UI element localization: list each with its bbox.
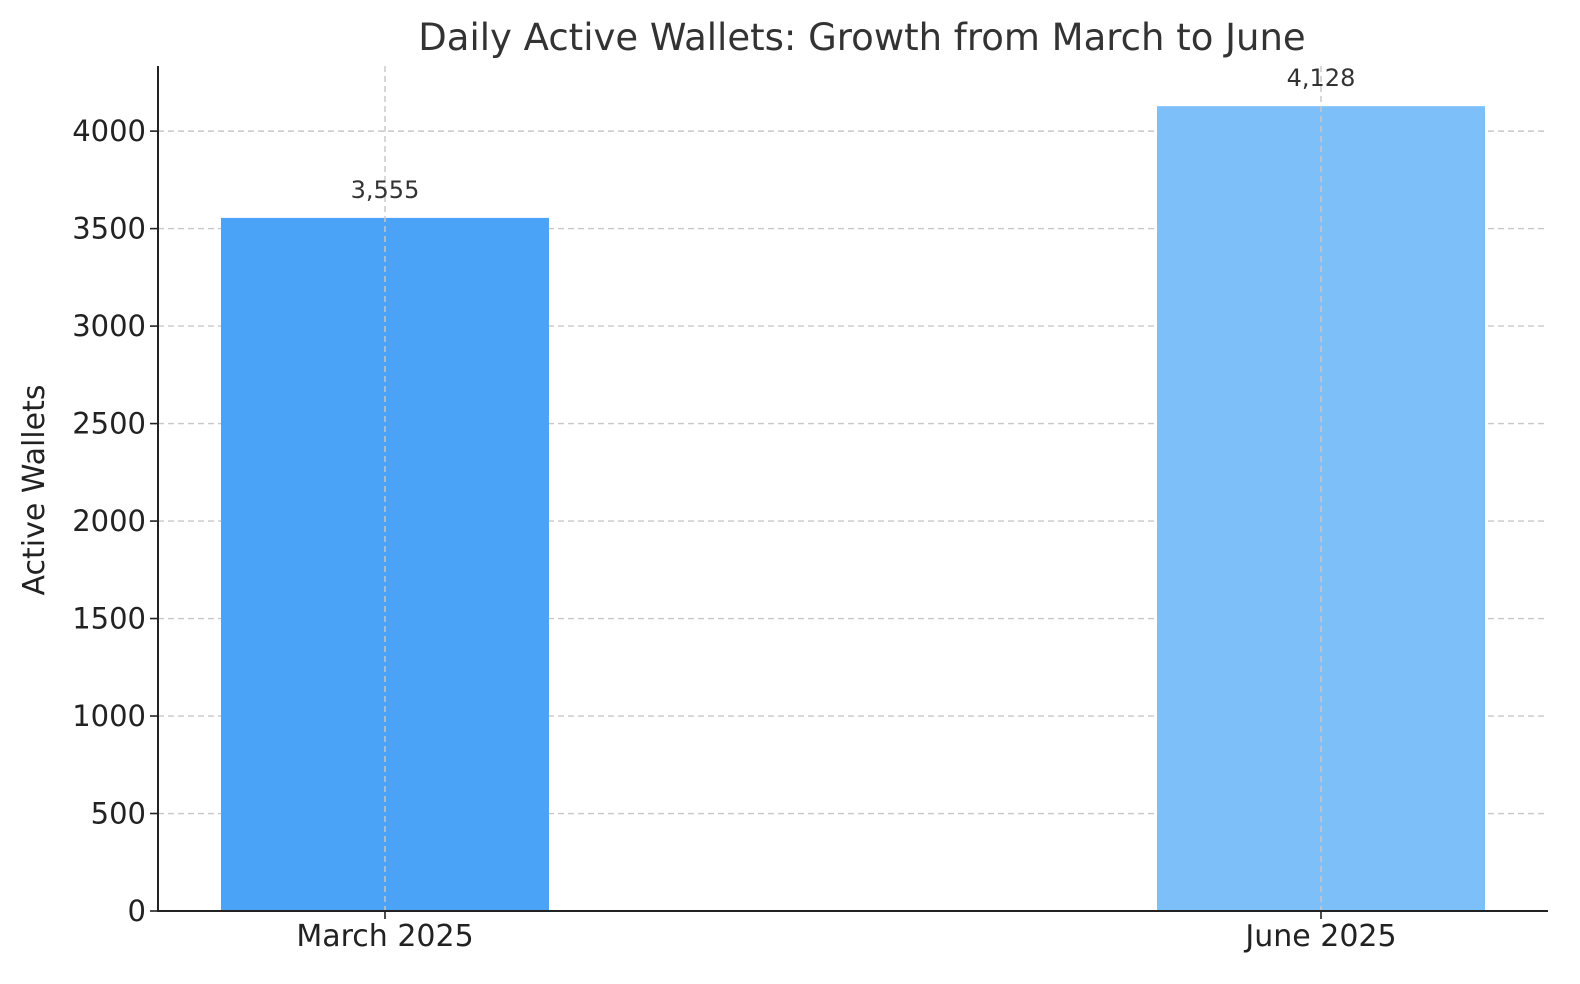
y-tick-label: 3000 (72, 309, 146, 343)
y-tick-label: 3500 (72, 212, 146, 246)
y-tick-label: 2000 (72, 504, 146, 538)
x-tick-label: March 2025 (296, 919, 473, 954)
bar-march-2025 (221, 217, 549, 911)
chart-title: Daily Active Wallets: Growth from March … (418, 16, 1305, 59)
y-tick-label: 1000 (72, 699, 146, 733)
bars (221, 106, 1485, 911)
data-label: 3,555 (351, 176, 420, 204)
y-tick-label: 1500 (72, 602, 146, 636)
y-tick-label: 4000 (72, 114, 146, 148)
y-axis-label: Active Wallets (17, 385, 52, 596)
y-tick-label: 2500 (72, 407, 146, 441)
axes: 0 500 1000 1500 2000 2500 3000 3500 4000 March 20… (72, 66, 1548, 954)
data-label: 4,128 (1287, 64, 1356, 92)
y-tick-label: 0 (128, 894, 146, 928)
data-labels: 3,555 4,128 (351, 64, 1356, 204)
y-tick-label: 500 (91, 797, 146, 831)
x-tick-label: June 2025 (1243, 919, 1396, 954)
